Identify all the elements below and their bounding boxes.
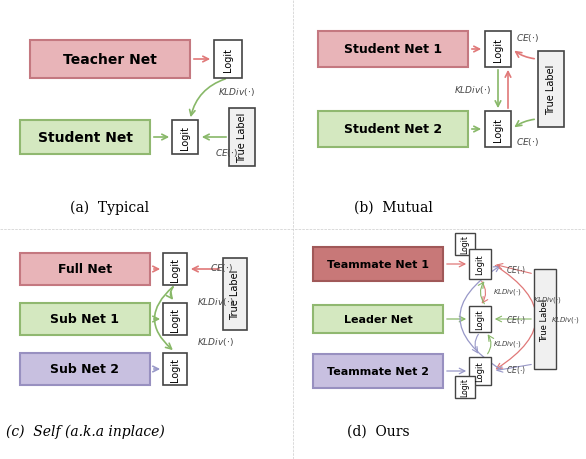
Text: Logit: Logit — [461, 235, 469, 254]
Text: Logit: Logit — [180, 126, 190, 150]
Text: Full Net: Full Net — [58, 263, 112, 276]
Text: (a)  Typical: (a) Typical — [70, 201, 149, 215]
Text: True Label: True Label — [230, 269, 240, 319]
FancyBboxPatch shape — [313, 354, 443, 388]
Text: Teammate Net 2: Teammate Net 2 — [327, 366, 429, 376]
Text: $CE(\cdot)$: $CE(\cdot)$ — [506, 313, 526, 325]
FancyBboxPatch shape — [318, 112, 468, 148]
FancyBboxPatch shape — [20, 303, 150, 335]
FancyBboxPatch shape — [455, 234, 475, 256]
Text: Logit: Logit — [493, 118, 503, 142]
Text: Student Net 1: Student Net 1 — [344, 44, 442, 56]
Text: $KLDiv(\cdot)$: $KLDiv(\cdot)$ — [493, 286, 522, 297]
Text: (b)  Mutual: (b) Mutual — [353, 201, 432, 214]
Text: $KLDiv(\cdot)$: $KLDiv(\cdot)$ — [533, 294, 562, 304]
FancyBboxPatch shape — [223, 258, 247, 330]
FancyBboxPatch shape — [534, 269, 556, 369]
Text: $KLDiv(\cdot)$: $KLDiv(\cdot)$ — [454, 84, 491, 96]
FancyBboxPatch shape — [455, 376, 475, 398]
Text: $CE(\cdot)$: $CE(\cdot)$ — [215, 147, 238, 159]
Text: (d)  Ours: (d) Ours — [347, 424, 409, 438]
Text: $KLDiv(\cdot)$: $KLDiv(\cdot)$ — [218, 86, 255, 98]
FancyBboxPatch shape — [20, 353, 150, 385]
Text: Logit: Logit — [475, 361, 485, 381]
Text: Student Net 2: Student Net 2 — [344, 123, 442, 136]
FancyBboxPatch shape — [163, 253, 187, 285]
FancyBboxPatch shape — [214, 41, 242, 79]
FancyBboxPatch shape — [20, 253, 150, 285]
Text: Logit: Logit — [170, 357, 180, 381]
FancyBboxPatch shape — [229, 109, 255, 167]
FancyBboxPatch shape — [20, 121, 150, 155]
Text: $CE(\cdot)$: $CE(\cdot)$ — [210, 262, 233, 274]
Text: $KLDiv(\cdot)$: $KLDiv(\cdot)$ — [551, 314, 580, 325]
Text: Student Net: Student Net — [38, 131, 132, 145]
Text: Sub Net 1: Sub Net 1 — [50, 313, 120, 326]
FancyBboxPatch shape — [313, 305, 443, 333]
Text: Logit: Logit — [170, 257, 180, 281]
FancyBboxPatch shape — [318, 32, 468, 68]
Text: Logit: Logit — [493, 38, 503, 62]
Text: Teacher Net: Teacher Net — [63, 53, 157, 67]
Text: Logit: Logit — [461, 378, 469, 397]
FancyBboxPatch shape — [485, 32, 511, 68]
Text: Teammate Net 1: Teammate Net 1 — [327, 259, 429, 269]
FancyBboxPatch shape — [163, 303, 187, 335]
FancyBboxPatch shape — [172, 121, 198, 155]
Text: Logit: Logit — [170, 308, 180, 331]
FancyBboxPatch shape — [469, 357, 491, 385]
Text: $CE(\cdot)$: $CE(\cdot)$ — [516, 32, 540, 44]
FancyBboxPatch shape — [163, 353, 187, 385]
Text: Logit: Logit — [475, 254, 485, 275]
Text: True Label: True Label — [237, 112, 247, 163]
Text: $CE(\cdot)$: $CE(\cdot)$ — [506, 363, 526, 375]
FancyBboxPatch shape — [30, 41, 190, 79]
Text: $CE(\cdot)$: $CE(\cdot)$ — [506, 263, 526, 275]
Text: Sub Net 2: Sub Net 2 — [50, 363, 120, 375]
Text: $KLDiv(\cdot)$: $KLDiv(\cdot)$ — [493, 338, 522, 348]
Text: $CE(\cdot)$: $CE(\cdot)$ — [516, 136, 540, 148]
Text: Logit: Logit — [475, 309, 485, 330]
FancyBboxPatch shape — [485, 112, 511, 148]
Text: $KLDiv(\cdot)$: $KLDiv(\cdot)$ — [197, 295, 234, 308]
Text: True Label: True Label — [540, 298, 550, 341]
Text: Logit: Logit — [223, 48, 233, 72]
Text: (c)  Self (a.k.a inplace): (c) Self (a.k.a inplace) — [6, 424, 165, 438]
FancyBboxPatch shape — [469, 249, 491, 280]
Text: $KLDiv(\cdot)$: $KLDiv(\cdot)$ — [197, 335, 234, 347]
FancyBboxPatch shape — [469, 306, 491, 332]
Text: Leader Net: Leader Net — [343, 314, 413, 325]
FancyBboxPatch shape — [313, 247, 443, 281]
FancyBboxPatch shape — [538, 52, 564, 128]
Text: True Label: True Label — [546, 65, 556, 115]
